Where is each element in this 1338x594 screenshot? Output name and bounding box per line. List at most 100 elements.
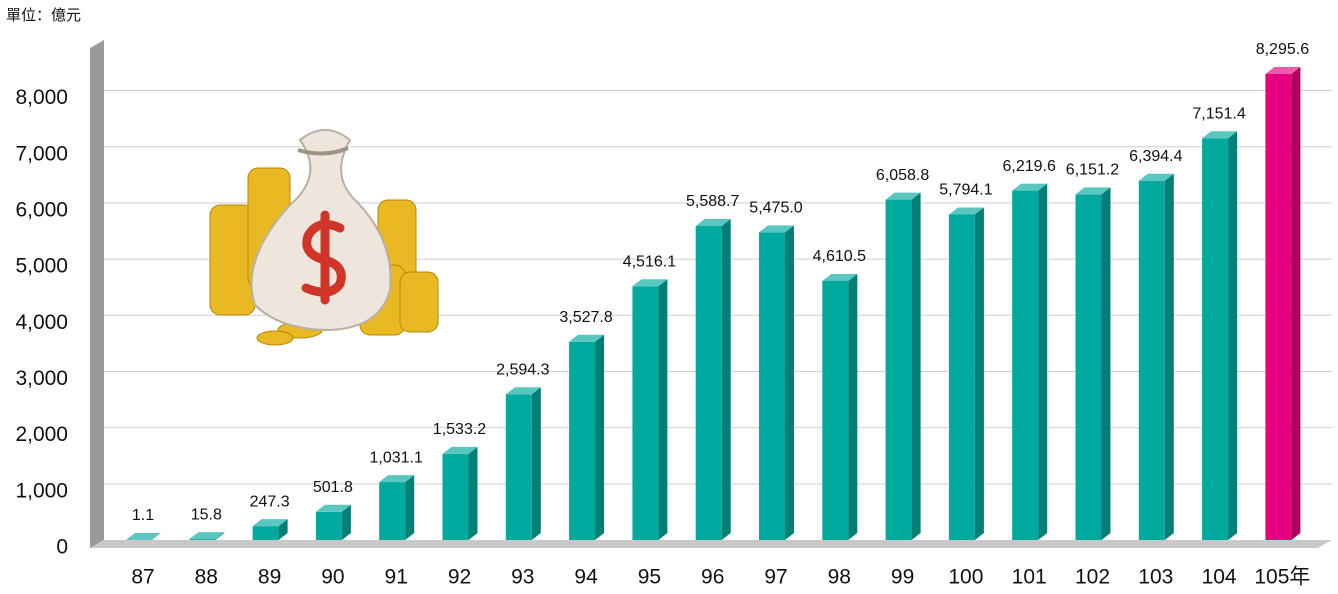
value-label: 6,219.6 [1003,158,1056,175]
x-tick-label: 95 [638,566,661,589]
y-tick-label: 0 [56,536,68,559]
bar-side [974,207,984,540]
bar-side [1228,131,1238,540]
value-label: 1,533.2 [433,421,486,438]
bar [759,225,794,541]
bar-side [785,225,794,541]
floor [90,540,1332,548]
bar [379,475,415,540]
y-tick-label: 3,000 [15,367,68,390]
value-label: 4,516.1 [623,254,676,271]
x-tick-label: 102 [1075,566,1110,589]
x-tick-label: 93 [511,566,534,589]
bar-front [569,341,596,540]
bar-side [721,219,731,541]
value-label: 8,295.6 [1256,41,1309,58]
bar-front [442,453,469,540]
value-label: 5,475.0 [749,200,802,217]
value-label: 1,031.1 [370,449,423,466]
bar-front [1202,138,1229,540]
bar-top [1265,66,1301,74]
bar-top [1075,187,1111,195]
bar-side [1038,183,1048,540]
bar-side [911,192,921,540]
bar [1202,131,1238,540]
bar-side [1164,173,1174,540]
x-tick-label: 99 [891,566,914,589]
bar [632,279,668,540]
bar-top [948,207,984,215]
bar [695,219,731,541]
bar-front [505,394,532,540]
bar-top [885,192,921,200]
bar-side [848,273,858,540]
bar-side [531,387,541,540]
y-tick-label: 5,000 [15,255,68,278]
x-tick-label: 90 [321,566,344,589]
bar-top [695,219,731,227]
unit-label: 單位：億元 [6,7,81,24]
bar-top [442,446,478,454]
y-tick-label: 2,000 [15,423,68,446]
x-tick-label: 104 [1202,566,1237,589]
bar [315,504,351,540]
bar [505,387,541,540]
x-tick-label: 92 [448,566,471,589]
bar [885,192,921,540]
bar [822,273,858,540]
bar-side [215,532,225,540]
bar-side [468,446,478,540]
value-label: 5,794.1 [939,182,992,199]
bar [948,207,984,540]
x-tick-label: 87 [131,566,154,589]
money-bag-illustration [209,129,439,346]
bar-top [126,532,161,540]
bar [126,532,161,540]
value-label: 1.1 [132,507,154,524]
x-tick-label: 103 [1138,566,1173,589]
value-label: 6,058.8 [876,167,929,184]
x-tick-label: 94 [574,566,598,589]
x-tick-label: 101 [1012,566,1047,589]
value-label: 247.3 [250,493,290,510]
bar-top [252,519,288,527]
value-label: 6,394.4 [1129,148,1182,165]
bar-side [595,334,605,540]
bar-top [1202,131,1238,139]
bar-front [759,232,785,541]
bar-front [1012,190,1039,540]
value-label: 501.8 [313,479,353,496]
bar-front [252,526,279,540]
bar [1138,173,1174,540]
bar-front [379,482,406,540]
bar-front [822,280,849,540]
bar-front [1265,73,1292,541]
value-label: 5,588.7 [686,193,739,210]
y-tick-label: 6,000 [15,198,68,221]
bar-top [1012,183,1048,191]
bar-top [379,475,415,483]
bar-front [695,226,722,541]
y-tick-label: 1,000 [15,479,68,502]
bar-top [759,225,794,233]
bar-side [1101,187,1111,540]
bar-top [315,504,351,512]
bar-side [1291,66,1301,541]
bar [1265,66,1301,541]
bar-side [278,519,288,540]
x-tick-label: 98 [828,566,851,589]
bar-side [405,475,415,540]
value-label: 7,151.4 [1192,105,1245,122]
bar [1012,183,1048,540]
x-tick-label: 91 [385,566,408,589]
bar-top [189,532,225,540]
bar [252,519,288,540]
x-tick-label: 105年 [1254,566,1310,589]
bar-side [658,279,668,540]
left-wall [90,40,104,548]
value-label: 4,610.5 [813,248,866,265]
y-tick-label: 7,000 [15,142,68,165]
x-tick-label: 89 [258,566,281,589]
y-tick-label: 4,000 [15,311,68,334]
